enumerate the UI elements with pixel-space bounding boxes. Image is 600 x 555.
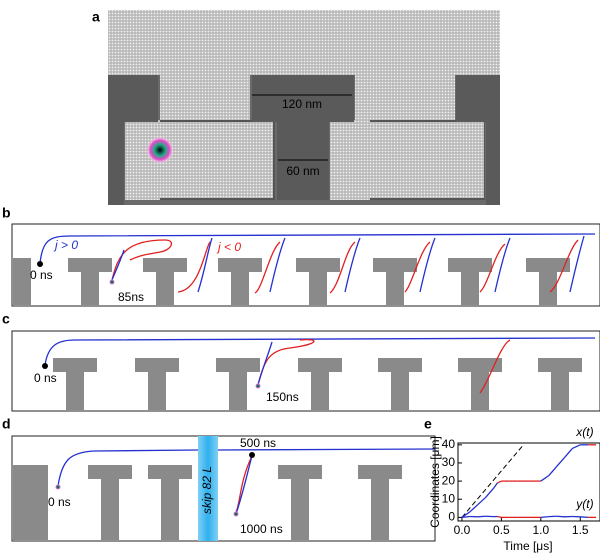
time-label: 150ns: [266, 390, 299, 404]
notch: [229, 358, 247, 410]
x-axis-label: Time [μs]: [503, 539, 552, 553]
panel-label: d: [2, 416, 11, 432]
dimension-label: 120 nm: [282, 97, 322, 111]
panel-label: b: [2, 205, 11, 221]
line-segment: [565, 448, 573, 457]
notch: [371, 465, 389, 540]
time-label: 85ns: [118, 290, 144, 304]
time-label: 0 ns: [48, 495, 71, 509]
line-segment: [478, 516, 486, 517]
notch: [551, 358, 569, 410]
x-tick-label: 1.0: [532, 523, 549, 537]
notch: [66, 358, 84, 410]
y-tick-label: 40: [442, 437, 456, 451]
line-segment: [486, 488, 494, 497]
notch: [101, 465, 119, 540]
time-label: 1000 ns: [240, 522, 283, 536]
panel-label: c: [2, 311, 10, 327]
figure: a 120 nm 60 nm b j > 0 j < 0 0 ns 85ns c…: [0, 0, 600, 555]
x-tick-label: 0.0: [454, 523, 471, 537]
y-tick-label: 0: [448, 510, 455, 524]
line-segment: [541, 476, 549, 481]
x-tick-label: 1.5: [572, 523, 589, 537]
notch: [539, 258, 557, 305]
series-label: x(t): [575, 425, 593, 439]
notch: [81, 258, 99, 305]
notch: [471, 358, 489, 410]
time-label: 0 ns: [34, 371, 57, 385]
notch: [148, 358, 166, 410]
notch: [386, 258, 404, 305]
y-tick-label: 10: [442, 491, 456, 505]
y-tick-label: 20: [442, 473, 456, 487]
line-segment: [470, 505, 478, 512]
panel-label: e: [424, 416, 432, 432]
line-segment: [497, 481, 501, 483]
line-segment: [462, 516, 470, 517]
notch: [309, 258, 327, 305]
notch: [161, 465, 179, 540]
line-segment: [494, 483, 498, 488]
line-segment: [557, 458, 565, 467]
dimension-label: 60 nm: [286, 164, 319, 178]
track-edge: [13, 465, 48, 540]
notch: [231, 258, 249, 305]
notch: [391, 358, 409, 410]
y-tick-label: 30: [442, 455, 456, 469]
notch: [156, 258, 174, 305]
annotation: j > 0: [53, 238, 78, 252]
line-segment: [580, 517, 588, 518]
line-segment: [572, 445, 580, 449]
series-label: y(t): [575, 497, 593, 511]
annotation: j < 0: [216, 240, 241, 254]
panel-label: a: [92, 9, 100, 25]
annotation: skip 82 L: [200, 466, 214, 514]
notch: [311, 358, 329, 410]
notch: [291, 465, 309, 540]
x-tick-label: 0.5: [493, 523, 510, 537]
line-segment: [549, 467, 557, 476]
line-segment: [478, 497, 486, 504]
line-segment: [497, 516, 501, 517]
line-segment: [541, 517, 549, 518]
time-label: 500 ns: [240, 436, 276, 450]
track-edge: [13, 258, 31, 305]
line-segment: [557, 516, 565, 517]
time-label: 0 ns: [30, 268, 53, 282]
notch: [461, 258, 479, 305]
y-axis-label: Coordinates [μm]: [428, 436, 442, 528]
